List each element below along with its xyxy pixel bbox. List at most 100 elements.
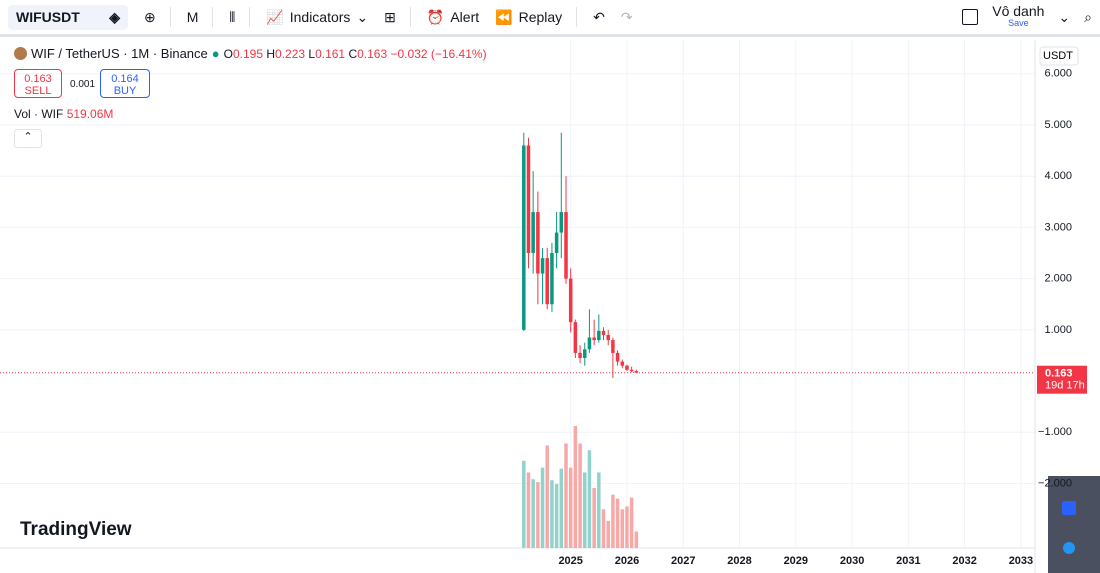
volume-bar [620, 509, 625, 548]
symbol-logo [14, 47, 27, 60]
volume-bar [625, 506, 629, 548]
volume-bar [564, 443, 568, 548]
volume-bar [568, 467, 573, 548]
indicators-label[interactable]: Indicators [289, 9, 351, 25]
volume-value: 519.06M [66, 107, 114, 121]
save[interactable]: Save [1008, 18, 1029, 28]
y-tick-label: 5.000 [1044, 119, 1072, 131]
icon: ⏪ [495, 8, 513, 25]
x-tick-label: 2032 [952, 555, 976, 567]
alert-label[interactable]: Alert [450, 9, 480, 25]
symbol[interactable]: WIFUSDT [16, 8, 80, 25]
close: 0.163 [357, 46, 388, 61]
legend: WIF / TetherUS · 1M · Binance ● O0.195 H… [14, 46, 487, 61]
chevron[interactable]: ⌄ [1058, 8, 1071, 25]
y-tick-label: −2.000 [1038, 477, 1072, 489]
high: 0.223 [275, 46, 306, 61]
x-tick-label: 2025 [558, 555, 582, 567]
legend-title: WIF / TetherUS · 1M · Binance [31, 46, 208, 61]
candle-body [550, 253, 554, 305]
volume-bar [536, 482, 540, 548]
x-tick-label: 2029 [784, 555, 808, 567]
chart-type[interactable]: ⫴ [229, 8, 236, 25]
h-label: H [266, 46, 276, 61]
widget-icon[interactable] [1062, 501, 1076, 515]
volume-bar [597, 472, 601, 548]
volume-title: Vol · WIF [14, 107, 64, 121]
volume-legend: Vol · WIF 519.06M [14, 107, 113, 121]
low: 0.161 [315, 46, 346, 61]
replay-button[interactable]: ⏪ Replay [495, 9, 562, 26]
candle-body [559, 212, 564, 233]
volume-bar [611, 494, 615, 548]
sell-price[interactable]: 0.163 [24, 73, 52, 85]
volume-bar [615, 498, 620, 548]
widget-panel[interactable] [1048, 476, 1100, 573]
price-unit[interactable]: USDT [1043, 50, 1073, 62]
buy-button[interactable]: 0.164 BUY [100, 69, 150, 98]
widget-icon[interactable] [1063, 542, 1075, 554]
candle-body [634, 371, 639, 373]
y-tick-label: 1.000 [1044, 324, 1072, 336]
sell-button[interactable]: 0.163 SELL [14, 69, 62, 98]
sell-label[interactable]: SELL [24, 85, 52, 97]
x-tick-label: 2033 [1009, 555, 1033, 567]
brand: TradingView [20, 519, 132, 540]
user[interactable]: Vô danh [992, 3, 1045, 19]
layouts[interactable]: ⊞ [384, 8, 396, 25]
volume-bar [606, 520, 610, 548]
favorite-icon[interactable]: ◈ [109, 8, 120, 25]
buy-price[interactable]: 0.164 [111, 73, 139, 85]
candle-body [578, 352, 582, 359]
checkbox[interactable] [962, 9, 979, 25]
c-label: C [348, 46, 358, 61]
separator [212, 7, 214, 27]
y-tick-label: 6.000 [1044, 68, 1072, 80]
chevron: ⌄ [356, 8, 369, 25]
alert-button[interactable]: ⏰ Alert [427, 9, 479, 26]
collapse-button[interactable]: ⌃ [14, 129, 42, 148]
x-tick-label: 2026 [615, 555, 639, 567]
y-tick-label: −1.000 [1038, 426, 1072, 438]
icon: ⏰ [426, 8, 445, 25]
separator [249, 7, 251, 27]
ohlc: O0.195 H0.223 L0.161 C0.163 −0.032 (−16.… [224, 47, 487, 61]
volume-bar [601, 509, 606, 548]
volume-bar [573, 426, 578, 548]
compare[interactable]: ⊕ [144, 8, 156, 25]
icon: 📈 [266, 8, 284, 25]
countdown: 19d 17h [1045, 380, 1085, 392]
volume-bar [634, 531, 639, 548]
indicators-button[interactable]: 📈 Indicators ⌄ [266, 9, 368, 26]
x-tick-label: 2031 [896, 555, 920, 567]
candle-body [564, 212, 568, 279]
candle-body [625, 365, 629, 370]
y-tick-label: 4.000 [1044, 170, 1072, 182]
spread: 0.001 [70, 79, 96, 90]
toolbar: WIFUSDT ◈ ⊕ M ⫴ 📈 Indicators ⌄ ⊞ ⏰ Alert ⏪ Re… [0, 0, 1100, 37]
replay-label[interactable]: Replay [518, 9, 563, 25]
volume-bar [629, 497, 634, 548]
search-icon[interactable]: ⌕ [1084, 8, 1092, 25]
undo[interactable]: ↶ [593, 8, 605, 25]
volume-bar [531, 479, 535, 548]
buy-label[interactable]: BUY [113, 85, 137, 97]
change: −0.032 (−16.41%) [390, 46, 487, 61]
y-tick-label: 3.000 [1044, 221, 1072, 233]
candle-body [587, 337, 592, 350]
candle-body [606, 334, 610, 341]
separator [576, 7, 578, 27]
layout-name[interactable]: Vô danh Save [992, 3, 1045, 29]
volume-bar [526, 472, 531, 548]
interval[interactable]: M [186, 9, 199, 25]
symbol-search[interactable]: WIFUSDT ◈ [8, 4, 128, 30]
unit-box[interactable] [1039, 46, 1079, 66]
redo[interactable]: ↷ [620, 8, 633, 25]
candle-body [601, 330, 606, 335]
candle-body [615, 352, 620, 362]
candle-body [583, 349, 587, 359]
l-label: L [308, 46, 316, 61]
candle-body [536, 212, 540, 274]
